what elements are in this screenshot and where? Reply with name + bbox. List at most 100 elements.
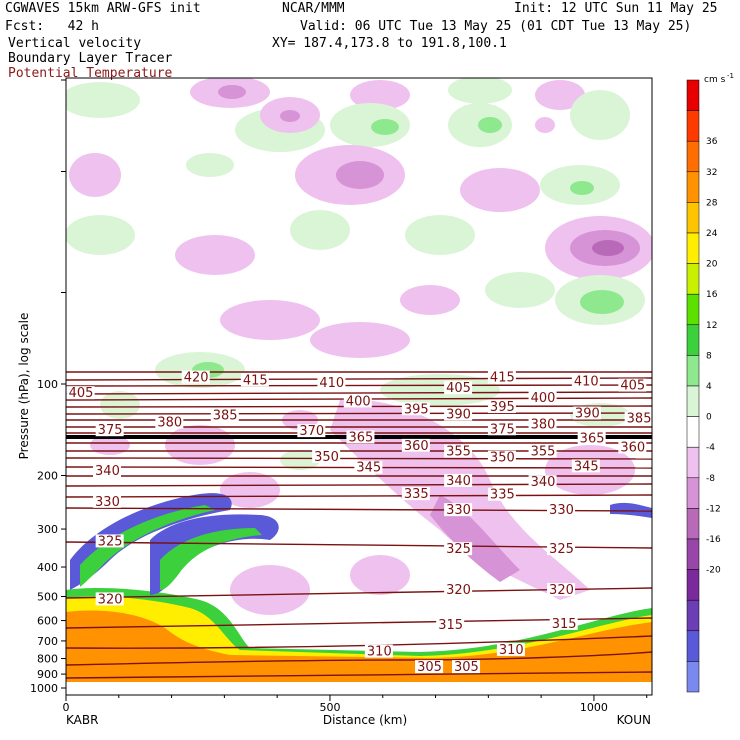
theta-label-bg xyxy=(624,411,652,425)
theta-label: 330 xyxy=(446,503,471,518)
pink-blob xyxy=(69,153,121,197)
theta-line xyxy=(66,377,652,381)
green-blob xyxy=(405,215,475,255)
y-tick-label: 1000 xyxy=(30,682,58,695)
plume-left xyxy=(70,493,232,590)
theta-label: 360 xyxy=(620,441,645,456)
theta-label: 395 xyxy=(404,402,429,417)
pink-blob xyxy=(535,80,585,110)
purple-blob xyxy=(218,85,246,99)
pink-blob xyxy=(535,117,555,133)
theta-label-bg xyxy=(496,642,525,656)
x-axis-title: Distance (km) xyxy=(323,713,407,727)
colorbar-units: cm s xyxy=(704,75,726,85)
colorbar-swatch xyxy=(686,171,700,203)
x-tick-label: 1000 xyxy=(580,701,608,714)
theta-label-bg xyxy=(401,487,430,501)
y-tick-label: 800 xyxy=(37,653,58,666)
init-time: Init: 12 UTC Sun 11 May 25 xyxy=(514,1,718,16)
theta-label: 395 xyxy=(490,400,515,415)
theta-line xyxy=(66,384,652,387)
theta-label: 385 xyxy=(213,409,238,424)
theta-label: 410 xyxy=(574,375,599,390)
theta-label: 375 xyxy=(98,423,123,438)
theta-label: 390 xyxy=(575,407,600,422)
theta-label-bg xyxy=(444,583,473,597)
theta-label-bg xyxy=(364,644,393,658)
colorbar-swatch xyxy=(686,416,700,448)
y-tick-label: 900 xyxy=(37,668,58,681)
colorbar-swatch xyxy=(686,202,700,234)
theta-label: 325 xyxy=(549,542,574,557)
theta-label-bg xyxy=(547,583,576,597)
theta-label-bg xyxy=(444,444,473,458)
theta-labels: 420 415 415 410 410 405 405 405 400 400 395 395 390 3… xyxy=(66,370,652,675)
theta-label-bg xyxy=(240,373,269,387)
theta-label: 370 xyxy=(299,424,324,439)
theta-line xyxy=(66,671,652,679)
y-tick-label: 700 xyxy=(37,635,58,648)
green-blob xyxy=(66,82,140,118)
theta-label-bg xyxy=(95,423,124,437)
colorbar-label: 12 xyxy=(706,321,717,331)
green-blob xyxy=(448,78,512,104)
theta-label-bg xyxy=(571,459,600,473)
purple-blob xyxy=(336,161,384,189)
theta-label-bg xyxy=(93,494,122,508)
plot-frame xyxy=(65,77,653,696)
colorbar-swatch xyxy=(686,630,700,662)
theta-label: 320 xyxy=(549,583,574,598)
theta-label-bg xyxy=(547,542,576,556)
colorbar-swatch xyxy=(686,599,700,632)
theta-label: 410 xyxy=(319,376,344,391)
pink-blob xyxy=(350,80,410,110)
theta-label-bg xyxy=(618,440,647,454)
colorbar-swatch xyxy=(686,232,700,264)
theta-label-bg xyxy=(181,370,210,384)
colorbar-swatch xyxy=(686,661,700,693)
theta-label: 405 xyxy=(620,379,645,394)
theta-label-bg xyxy=(312,449,341,463)
green-blob xyxy=(570,90,630,140)
green-blob xyxy=(100,391,140,419)
theta-label-bg xyxy=(487,487,516,501)
theta-label: 310 xyxy=(499,643,524,658)
theta-label: 315 xyxy=(438,618,463,633)
colorbar: 36 32 28 24 20 16 12 8 4 0 -4 -8 -12 -16 -20 xyxy=(686,79,721,693)
theta-label-bg xyxy=(618,378,647,392)
descent-blob xyxy=(350,555,410,595)
theta-label-bg xyxy=(528,475,557,489)
theta-label-bg xyxy=(444,473,473,487)
theta-line xyxy=(66,651,652,666)
theta-label: 405 xyxy=(446,381,471,396)
bl-terrain-floor xyxy=(66,682,652,695)
colorbar-swatch xyxy=(686,477,700,509)
xsection-endpoints: XY= 187.4,173.8 to 191.8,100.1 xyxy=(272,36,507,51)
theta-label: 345 xyxy=(574,459,599,474)
green-blob xyxy=(280,450,320,470)
field-vertical-velocity: Vertical velocity xyxy=(8,36,142,51)
theta-label-bg xyxy=(487,422,516,436)
colorbar-label: 4 xyxy=(706,382,712,392)
theta-label: 365 xyxy=(580,431,605,446)
theta-label: 415 xyxy=(243,373,268,388)
y-tick-label: 600 xyxy=(37,615,58,628)
colorbar-swatch xyxy=(686,446,700,479)
theta-label: 405 xyxy=(69,386,94,401)
colorbar-swatch xyxy=(686,324,700,356)
colorbar-label: 16 xyxy=(706,290,718,300)
theta-label: 335 xyxy=(404,487,429,502)
y-tick-label: 400 xyxy=(37,561,58,574)
x-tick-label: 0 xyxy=(63,701,70,714)
descent-blob xyxy=(230,565,310,615)
colorbar-swatch xyxy=(686,385,700,417)
theta-label: 335 xyxy=(490,488,515,503)
colorbar-label: -12 xyxy=(706,504,721,514)
theta-line xyxy=(66,412,652,415)
theta-label: 360 xyxy=(404,439,429,454)
theta-label: 325 xyxy=(446,542,471,557)
theta-label-bg xyxy=(444,381,473,395)
theta-label-bg xyxy=(210,408,239,422)
